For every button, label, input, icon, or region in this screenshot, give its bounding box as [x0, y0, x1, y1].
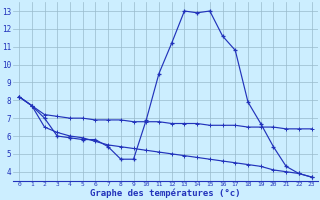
- X-axis label: Graphe des températures (°c): Graphe des températures (°c): [90, 188, 241, 198]
